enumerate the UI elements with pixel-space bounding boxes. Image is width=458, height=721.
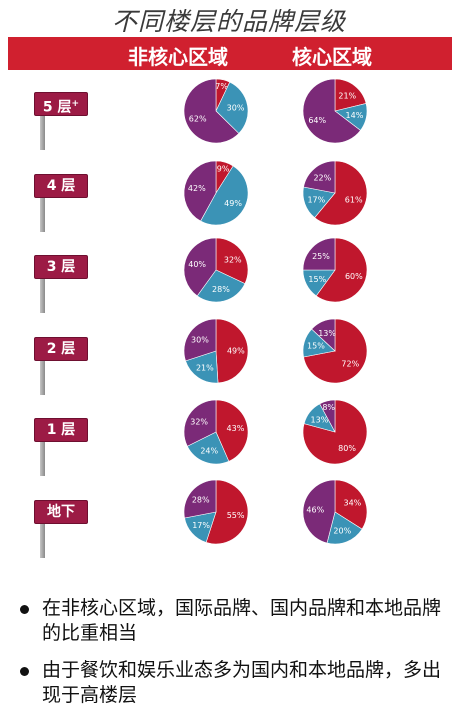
- pie-data-label: 22%: [313, 174, 331, 183]
- floor-sign-3: 3 层: [34, 255, 88, 313]
- bullet-item: 由于餐饮和娱乐业态多为国内和本地品牌，多出现于高楼层: [14, 658, 444, 708]
- pie-chart: 49% 21% 30%: [183, 318, 249, 384]
- pie-slice: [183, 318, 217, 362]
- floor-sign-4: 4 层: [34, 174, 88, 232]
- pie-chart: 60% 15% 25%: [302, 237, 368, 303]
- pie-data-label: 13%: [318, 329, 336, 338]
- bullet-item: 在非核心区域，国际品牌、国内品牌和本地品牌的比重相当: [14, 596, 444, 646]
- pie-data-label: 40%: [188, 260, 206, 269]
- pie-data-label: 46%: [306, 506, 324, 515]
- pie-data-label: 34%: [343, 498, 361, 507]
- pie-data-label: 32%: [224, 255, 242, 264]
- pie-chart: 55% 17% 28%: [183, 479, 249, 545]
- pie-data-label: 60%: [345, 272, 363, 281]
- floor-label: 3 层: [46, 259, 76, 275]
- header-non-core: 非核心区域: [128, 45, 228, 69]
- pie-data-label: 13%: [311, 416, 329, 425]
- pie-data-label: 21%: [338, 91, 356, 100]
- pie-chart: 32% 28% 40%: [183, 237, 249, 303]
- pie-slice: [311, 318, 336, 352]
- pie-slice: [302, 479, 336, 544]
- pie-data-label: 72%: [341, 360, 359, 369]
- pie-slice: [215, 318, 249, 384]
- header-core: 核心区域: [292, 45, 372, 69]
- pie-data-label: 24%: [200, 447, 218, 456]
- pie-slice: [185, 350, 219, 384]
- pie-slice: [326, 511, 363, 545]
- pie-slice: [302, 399, 368, 465]
- pie-data-label: 28%: [192, 495, 210, 504]
- pie-data-label: 17%: [192, 521, 210, 530]
- pie-slice: [315, 237, 368, 303]
- pie-data-label: 55%: [227, 511, 245, 520]
- pie-data-label: 7%: [215, 82, 228, 91]
- pie-chart: 72% 15% 13%: [302, 318, 368, 384]
- pie-slice: [183, 479, 217, 519]
- pie-slice: [302, 237, 336, 271]
- floor-sign-2: 2 层: [34, 337, 88, 395]
- pie-data-label: 61%: [345, 196, 363, 205]
- pie-data-label: 30%: [227, 104, 245, 113]
- floor-label: 4 层: [46, 178, 76, 194]
- pie-data-label: 20%: [333, 526, 351, 535]
- pie-data-label: 43%: [227, 424, 245, 433]
- pie-slice: [186, 431, 230, 465]
- pie-slice: [183, 160, 217, 222]
- pie-data-label: 49%: [227, 346, 245, 355]
- pie-chart: 43% 24% 32%: [183, 399, 249, 465]
- floor-sign-basement: 地下: [34, 500, 88, 558]
- pie-data-label: 9%: [217, 164, 230, 173]
- pie-slice: [205, 479, 249, 545]
- floor-sign-5: 5 层+: [34, 92, 88, 150]
- pie-slice: [319, 399, 336, 433]
- floor-label: 1 层: [46, 422, 76, 438]
- pie-data-label: 32%: [190, 418, 208, 427]
- floor-label: 地下: [47, 504, 75, 520]
- pie-slice: [215, 399, 249, 462]
- bullet-list: 在非核心区域，国际品牌、国内品牌和本地品牌的比重相当 由于餐饮和娱乐业态多为国内…: [14, 596, 444, 720]
- header-bar: 非核心区域 核心区域: [8, 37, 452, 70]
- pie-data-label: 14%: [346, 111, 364, 120]
- pie-chart: 21% 14% 64%: [302, 78, 368, 144]
- pie-data-label: 64%: [308, 116, 326, 125]
- pie-data-label: 21%: [196, 363, 214, 372]
- chart-title: 不同楼层的品牌层级: [111, 7, 346, 36]
- pie-data-label: 80%: [338, 444, 356, 453]
- pie-slice: [215, 81, 249, 134]
- pie-slice: [196, 269, 246, 303]
- pie-slice: [183, 399, 217, 447]
- floor-label: 2 层: [46, 341, 76, 357]
- floor-sign-1: 1 层: [34, 418, 88, 476]
- pie-data-label: 62%: [189, 115, 207, 124]
- pie-data-label: 28%: [212, 285, 230, 294]
- floor-superscript: +: [71, 99, 80, 109]
- pie-slice: [302, 78, 361, 144]
- pie-chart: 7% 30% 62%: [183, 78, 249, 144]
- pie-data-label: 15%: [308, 275, 326, 284]
- pie-data-label: 42%: [188, 184, 206, 193]
- pie-slice: [334, 78, 367, 112]
- pie-data-label: 15%: [307, 341, 325, 350]
- pie-slice: [183, 237, 217, 297]
- pie-slice: [200, 165, 249, 226]
- pie-slice: [215, 237, 249, 285]
- pie-slice: [183, 78, 240, 144]
- pie-slice: [303, 160, 336, 194]
- pie-slice: [314, 160, 368, 226]
- pie-chart: 61% 17% 22%: [302, 160, 368, 226]
- pie-data-label: 25%: [312, 252, 330, 261]
- pie-data-label: 17%: [307, 196, 325, 205]
- pie-data-label: 49%: [224, 199, 242, 208]
- floor-label: 5 层: [42, 99, 72, 116]
- pie-chart: 34% 20% 46%: [302, 479, 368, 545]
- pie-chart: 80% 13% 8%: [302, 399, 368, 465]
- pie-chart: 9% 49% 42%: [183, 160, 249, 226]
- pie-data-label: 8%: [322, 403, 335, 412]
- pie-data-label: 30%: [191, 335, 209, 344]
